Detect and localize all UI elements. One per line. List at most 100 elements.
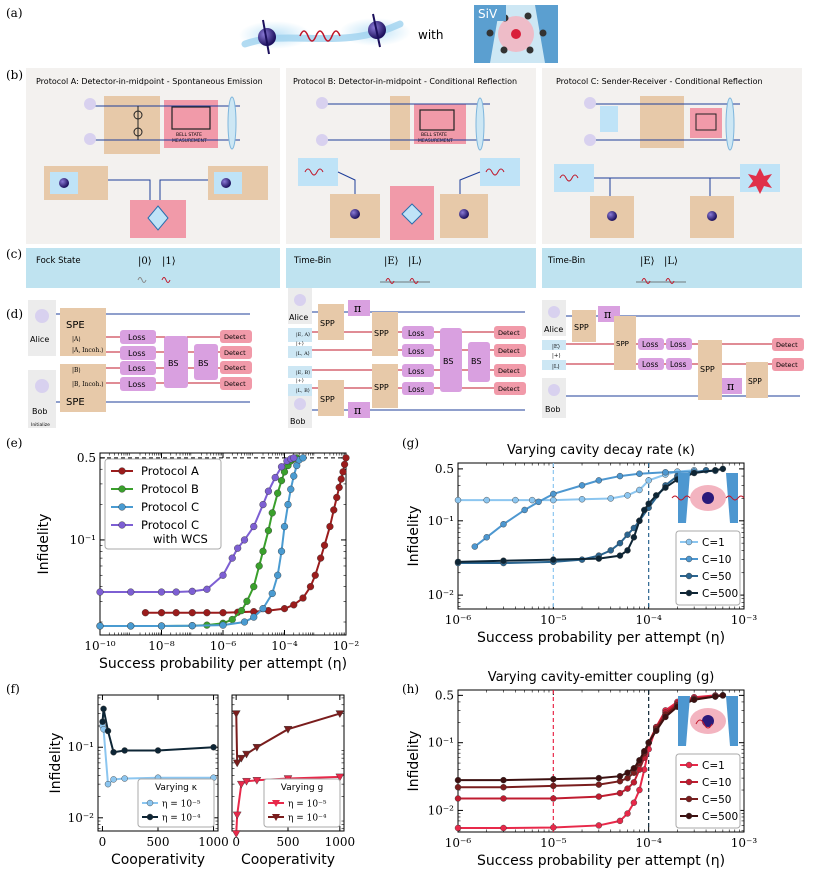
svg-text:SPP: SPP	[374, 329, 389, 338]
data-point	[154, 747, 162, 754]
data-point	[630, 799, 638, 806]
x-tick-label: 10⁻⁵	[540, 836, 567, 850]
data-point	[274, 489, 282, 497]
data-point	[264, 527, 273, 535]
svg-text:|+⟩: |+⟩	[296, 341, 304, 347]
data-point	[630, 779, 638, 786]
plot-frame	[457, 689, 745, 833]
legend-box	[137, 778, 215, 828]
legend-label: C=1	[702, 537, 725, 549]
chart-h-varying-g: 10⁻⁶ 10⁻⁵ 10⁻⁴ 10⁻³ 10⁻² 10⁻¹ 0.5 Success proba…	[406, 670, 757, 869]
data-point	[259, 547, 267, 555]
data-point	[500, 795, 507, 802]
data-point	[255, 562, 263, 570]
chart-f-varying-kappa: 0 500 1000 10⁻² 10⁻¹ Cooperativity Infidelity V…	[48, 694, 229, 868]
data-point	[259, 500, 267, 509]
svg-text:|E, A⟩: |E, A⟩	[296, 332, 310, 338]
x-tick-label: 1000	[325, 835, 356, 849]
legend-label: C=500	[702, 811, 738, 823]
data-point	[157, 622, 166, 630]
photon-wavepacket	[299, 30, 341, 42]
data-point	[99, 718, 106, 725]
data-point	[172, 588, 180, 596]
svg-text:|A, Incoh.⟩: |A, Incoh.⟩	[72, 347, 104, 354]
x-tick-label: 500	[277, 835, 300, 849]
x-axis-label: Success probability per attempt (η)	[477, 630, 725, 646]
data-point	[277, 463, 286, 471]
data-point	[317, 554, 325, 562]
legend-label: Protocol C	[141, 500, 199, 514]
x-axis-label: Cooperativity	[241, 852, 335, 868]
legend-box	[675, 530, 741, 606]
svg-text:Bob: Bob	[32, 407, 47, 416]
svg-text:|B⟩: |B⟩	[72, 367, 81, 374]
svg-text:Alice: Alice	[289, 313, 308, 322]
legend-swatch-marker	[118, 467, 126, 475]
x-tick-label: 10⁻⁴	[635, 613, 662, 627]
svg-text:SPP: SPP	[616, 340, 629, 348]
data-point	[110, 749, 117, 756]
svg-text:Loss: Loss	[128, 380, 146, 389]
protocol-b-title: Protocol B: Detector-in-midpoint - Condi…	[293, 77, 517, 86]
data-point	[550, 556, 557, 563]
data-point	[274, 571, 282, 579]
x-tick-label: 10⁻⁶	[445, 613, 472, 627]
data-point	[500, 784, 507, 791]
data-point	[483, 534, 490, 541]
data-point	[500, 824, 507, 832]
y-tick-label: 10⁻¹	[68, 740, 94, 754]
chart-title: Varying cavity decay rate (κ)	[507, 443, 695, 458]
data-point	[277, 547, 286, 555]
svg-text:BS: BS	[471, 357, 481, 366]
data-point	[299, 594, 307, 602]
svg-text:|B, Incoh.⟩: |B, Incoh.⟩	[72, 381, 104, 388]
svg-text:Bob: Bob	[290, 417, 305, 426]
siv-label: SiV	[478, 7, 498, 21]
encoding-bar: Fock State |0⟩ |1⟩ Time-Bin |E⟩ |L⟩ Time…	[26, 248, 802, 288]
x-tick-label: 10⁻⁴	[635, 836, 662, 850]
legend-swatch-marker	[118, 521, 126, 529]
svg-text:|L, A⟩: |L, A⟩	[296, 351, 310, 357]
legend-label: C=10	[702, 554, 732, 566]
data-point	[121, 747, 128, 754]
encoding-a-name: Fock State	[36, 256, 81, 266]
data-point	[616, 817, 624, 825]
data-point	[232, 759, 242, 768]
svg-text:|E, B⟩: |E, B⟩	[296, 370, 310, 376]
with-label: with	[418, 28, 443, 42]
data-point	[662, 469, 669, 476]
data-point	[326, 522, 334, 531]
data-point	[333, 493, 341, 502]
chart-title: Varying cavity-emitter coupling (g)	[488, 670, 715, 685]
protocol-a-schematic: Protocol A: Detector-in-midpoint - Spont…	[26, 68, 280, 244]
data-point	[550, 782, 557, 790]
svg-text:BS: BS	[198, 359, 208, 368]
data-point	[234, 544, 242, 552]
legend-swatch-marker	[685, 589, 693, 597]
circuit-protocol-b: Alice Bob |E, A⟩ |+⟩ |L, A⟩ |E, B⟩ |+⟩ |…	[288, 288, 526, 428]
data-point	[607, 547, 614, 554]
svg-text:|L, B⟩: |L, B⟩	[296, 388, 310, 394]
svg-text:SPP: SPP	[374, 383, 389, 392]
data-point	[121, 775, 128, 782]
data-point	[271, 473, 279, 482]
data-point	[250, 583, 258, 591]
legend-box	[263, 778, 341, 828]
svg-text:Detect: Detect	[224, 333, 246, 341]
data-point	[624, 810, 631, 817]
data-point	[203, 585, 211, 593]
data-point	[228, 615, 236, 624]
data-point	[636, 757, 643, 764]
data-point	[96, 588, 104, 596]
data-point	[252, 777, 262, 785]
x-tick-label: 10⁻⁸	[148, 639, 175, 653]
data-point	[127, 622, 135, 630]
data-point	[624, 492, 631, 499]
cavity-mirror-icon	[678, 696, 690, 746]
svg-text:Loss: Loss	[408, 367, 425, 376]
data-point	[595, 555, 603, 562]
legend-swatch-marker	[118, 503, 126, 511]
legend-swatch-marker	[118, 485, 126, 493]
data-point	[337, 475, 345, 483]
svg-text:Initialize: Initialize	[31, 422, 50, 428]
